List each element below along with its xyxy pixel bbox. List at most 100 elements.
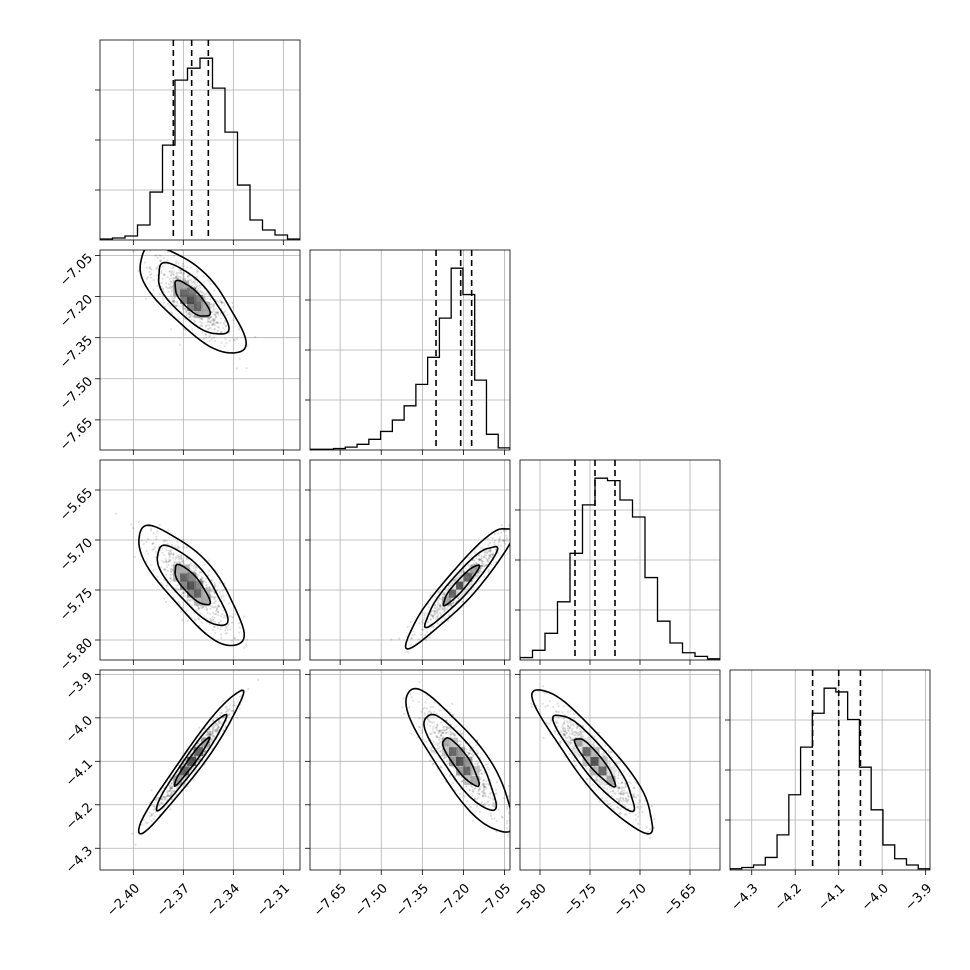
sample-point xyxy=(182,311,185,314)
sample-point xyxy=(220,636,223,639)
sample-point xyxy=(165,561,168,564)
sample-point xyxy=(132,250,135,253)
density-cell xyxy=(187,588,197,598)
sample-point xyxy=(181,306,184,309)
sample-point xyxy=(219,590,222,594)
scatter-panel-p1-p2 xyxy=(305,459,511,665)
sample-point xyxy=(621,777,624,780)
sample-point xyxy=(224,325,228,328)
sample-point xyxy=(467,752,471,755)
contour-2sigma xyxy=(156,544,229,627)
sample-point xyxy=(206,321,209,324)
sample-point xyxy=(571,747,574,750)
sample-point xyxy=(168,576,172,579)
sample-point xyxy=(212,734,215,737)
sample-point xyxy=(432,725,435,728)
sample-point xyxy=(245,638,249,642)
sample-point xyxy=(566,740,569,743)
sample-point xyxy=(164,567,167,571)
sample-point xyxy=(485,557,488,560)
sample-point xyxy=(576,734,579,737)
sample-point xyxy=(225,626,228,629)
sample-point xyxy=(180,557,183,561)
sample-point xyxy=(169,283,172,286)
sample-point xyxy=(451,782,454,785)
sample-point xyxy=(616,785,619,789)
sample-point xyxy=(581,730,584,733)
sample-point xyxy=(176,540,179,544)
sample-point xyxy=(586,767,589,770)
sample-point xyxy=(596,776,599,779)
sample-point xyxy=(152,808,155,811)
sample-point xyxy=(617,798,620,801)
sample-point xyxy=(211,728,214,731)
sample-point xyxy=(177,271,181,274)
sample-point xyxy=(489,555,492,558)
density-cell xyxy=(194,301,204,311)
sample-point xyxy=(460,780,463,783)
sample-point xyxy=(177,555,181,558)
scatter-panel-p0-p2 xyxy=(95,459,301,665)
sample-point xyxy=(480,559,483,562)
sample-point xyxy=(153,815,156,818)
sample-point xyxy=(437,608,440,611)
sample-point xyxy=(205,608,208,611)
sample-point xyxy=(483,565,486,568)
density-cell xyxy=(194,747,204,757)
sample-point xyxy=(487,558,490,561)
sample-point xyxy=(558,740,562,743)
contour-3sigma xyxy=(530,689,654,835)
sample-point xyxy=(245,367,248,370)
sample-point xyxy=(167,560,170,563)
sample-point xyxy=(213,616,216,619)
sample-point xyxy=(175,300,178,303)
sample-point xyxy=(204,298,207,301)
sample-point xyxy=(170,270,173,273)
density-cell xyxy=(194,294,204,304)
sample-point xyxy=(628,774,632,778)
sample-point xyxy=(482,803,485,806)
sample-point xyxy=(156,796,159,800)
sample-point xyxy=(225,342,228,345)
sample-point xyxy=(206,586,209,589)
density-cell xyxy=(180,766,190,776)
sample-point xyxy=(624,797,628,800)
sample-point xyxy=(213,327,216,330)
sample-point xyxy=(439,604,442,607)
sample-point xyxy=(480,564,483,567)
sample-point xyxy=(171,299,174,303)
sample-point xyxy=(175,276,178,279)
sample-point xyxy=(602,751,605,754)
sample-point xyxy=(502,538,505,541)
sample-point xyxy=(162,301,166,304)
sample-point xyxy=(217,605,220,608)
sample-point xyxy=(472,746,475,749)
sample-point xyxy=(170,786,173,789)
sample-point xyxy=(507,834,510,837)
sample-point xyxy=(548,700,552,703)
sample-point xyxy=(440,766,443,769)
panel-frame xyxy=(729,669,931,871)
sample-point xyxy=(571,739,574,742)
sample-point xyxy=(176,304,179,307)
sample-point xyxy=(424,638,427,641)
sample-point xyxy=(223,304,226,307)
sample-point xyxy=(254,335,257,339)
sample-point xyxy=(481,564,484,567)
sample-point xyxy=(171,579,174,582)
sample-point xyxy=(422,618,425,622)
sample-point xyxy=(170,791,173,795)
sample-point xyxy=(232,319,235,322)
sample-point xyxy=(222,616,225,619)
sample-point xyxy=(570,722,573,725)
sample-point xyxy=(169,793,172,796)
sample-point xyxy=(610,751,613,754)
sample-point xyxy=(214,730,217,733)
sample-point xyxy=(434,617,437,620)
sample-point xyxy=(621,792,624,795)
density-cell xyxy=(441,596,451,606)
sample-point xyxy=(487,557,490,560)
sample-point xyxy=(168,550,171,553)
sample-point xyxy=(180,271,183,275)
sample-point xyxy=(202,337,205,340)
